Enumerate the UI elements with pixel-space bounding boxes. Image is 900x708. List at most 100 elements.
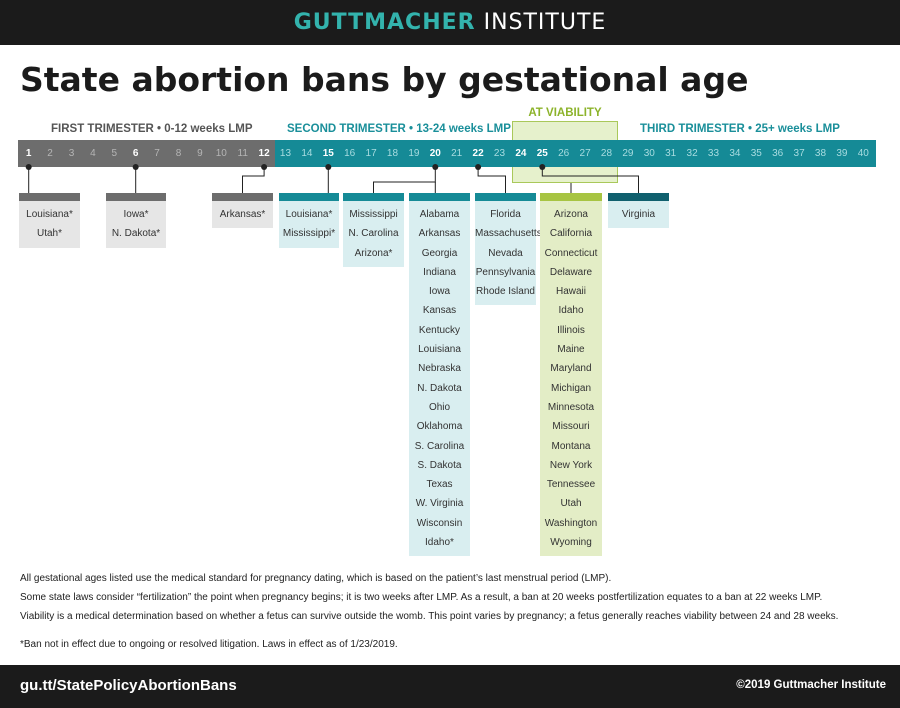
state-group-third-trimester: Virginia	[608, 193, 669, 229]
week-33: 33	[707, 148, 720, 159]
week-timeline-bar: 1 2 3 4 5 6 7 8 9 10 11 12 13 14 15 16 17 18 19 20 21 22 23 24 2…	[18, 140, 876, 167]
state-group-6-weeks: Iowa* N. Dakota*	[106, 193, 166, 248]
ban-marker-week-22	[475, 164, 482, 170]
week-26: 26	[558, 148, 570, 159]
second-trimester-label: SECOND TRIMESTER • 13-24 weeks LMP	[287, 123, 511, 135]
connector-week-12	[242, 167, 265, 193]
week-3: 3	[68, 148, 75, 159]
brand-name-secondary: INSTITUTE	[483, 10, 607, 35]
state-name: N. Dakota	[417, 382, 462, 394]
group-state-list: Iowa* N. Dakota*	[106, 201, 166, 248]
week-13: 13	[279, 148, 292, 159]
state-name: N. Carolina	[348, 228, 399, 240]
ban-marker-week-12	[261, 164, 268, 170]
state-name: Michigan	[550, 382, 592, 394]
third-trimester-label: THIRD TRIMESTER • 25+ weeks LMP	[640, 123, 840, 135]
state-group-viability: Arizona California Connecticut Delaware Hawa…	[540, 193, 602, 557]
week-11: 11	[237, 148, 248, 159]
week-20: 20	[429, 148, 441, 159]
state-name: Mississippi*	[282, 228, 336, 240]
ban-marker-week-20	[432, 164, 439, 170]
week-32: 32	[686, 148, 698, 159]
group-header-bar	[106, 193, 166, 201]
footer-link[interactable]: gu.tt/StatePolicyAbortionBans	[20, 677, 237, 694]
week-34: 34	[729, 148, 741, 159]
week-36: 36	[772, 148, 784, 159]
state-name: Montana	[551, 440, 591, 452]
footnote-litigation: *Ban not in effect due to ongoing or res…	[20, 639, 398, 650]
state-name: Alabama	[419, 209, 460, 220]
week-1: 1	[25, 148, 32, 159]
state-group-20-weeks-b: Alabama Arkansas Georgia Indiana Iowa Kansas K…	[409, 193, 470, 557]
state-name: Ohio	[428, 401, 451, 413]
week-19: 19	[408, 148, 420, 159]
state-name: Minnesota	[547, 401, 595, 413]
state-name: Idaho*	[425, 537, 454, 549]
state-name: Kansas	[422, 305, 457, 317]
week-25: 25	[536, 148, 548, 159]
connector-week-25	[541, 167, 639, 193]
state-name: Missouri	[552, 421, 590, 433]
group-header-bar	[409, 193, 470, 201]
state-name: Maine	[557, 344, 585, 356]
ban-marker-week-15	[325, 164, 332, 170]
state-group-15-weeks: Louisiana* Mississippi*	[279, 193, 339, 248]
state-name: California	[549, 228, 593, 240]
week-14: 14	[301, 148, 313, 159]
state-name: Wisconsin	[416, 517, 463, 529]
group-header-bar	[540, 193, 602, 201]
state-name: Virginia	[621, 209, 656, 220]
state-group-1-week: Louisiana* Utah*	[19, 193, 80, 248]
state-name: Massachusetts	[475, 228, 542, 240]
note-lmp: All gestational ages listed use the medi…	[20, 573, 612, 584]
state-name: Mississippi	[349, 209, 398, 220]
header-bar: GUTTMACHER INSTITUTE	[0, 0, 900, 45]
state-name: Arizona	[554, 209, 588, 220]
state-name: Nebraska	[418, 363, 461, 375]
brand-name-primary: GUTTMACHER	[293, 10, 476, 35]
week-4: 4	[90, 148, 96, 159]
group-state-list: Alabama Arkansas Georgia Indiana Iowa Kansas K…	[409, 201, 470, 557]
page-title: State abortion bans by gestational age	[20, 60, 749, 99]
week-40: 40	[857, 148, 869, 159]
state-name: Utah	[560, 498, 582, 510]
week-8: 8	[175, 148, 182, 159]
week-5: 5	[111, 148, 118, 159]
footer-copyright: ©2019 Guttmacher Institute	[736, 679, 886, 691]
state-name: Tennessee	[546, 479, 596, 491]
week-27: 27	[579, 148, 591, 159]
connector-week-22	[477, 167, 506, 193]
state-name: New York	[549, 459, 593, 471]
group-state-list: Arkansas*	[212, 201, 273, 229]
group-state-list: Louisiana* Mississippi*	[279, 201, 339, 248]
state-name: Illinois	[557, 324, 585, 336]
week-38: 38	[814, 148, 827, 159]
week-30: 30	[643, 148, 655, 159]
state-name: Indiana	[423, 266, 456, 278]
week-10: 10	[215, 148, 227, 159]
week-23: 23	[493, 148, 506, 159]
week-22: 22	[472, 148, 484, 159]
state-group-12-weeks: Arkansas*	[212, 193, 273, 229]
state-name: Arkansas*	[219, 209, 266, 220]
group-header-bar	[343, 193, 404, 201]
state-name: Iowa*	[123, 209, 149, 220]
state-name: Iowa	[428, 286, 451, 298]
state-name: N. Dakota*	[111, 228, 161, 240]
state-name: Nevada	[488, 247, 523, 259]
first-trimester-label: FIRST TRIMESTER • 0-12 weeks LMP	[51, 123, 253, 135]
group-state-list: Mississippi N. Carolina Arizona*	[343, 201, 404, 267]
state-name: Hawaii	[555, 286, 586, 298]
state-name: Georgia	[421, 247, 458, 259]
state-name: Florida	[490, 209, 521, 220]
week-21: 21	[451, 148, 463, 159]
group-header-bar	[19, 193, 80, 201]
state-group-22-weeks: Florida Massachusetts Nevada Pennsylvania Rh…	[475, 193, 542, 306]
week-29: 29	[622, 148, 634, 159]
ban-marker-week-6	[132, 164, 139, 170]
state-name: Connecticut	[544, 247, 598, 259]
state-name: Arkansas	[418, 228, 461, 240]
group-header-bar	[608, 193, 669, 201]
state-name: Pennsylvania	[475, 266, 536, 278]
state-name: Louisiana*	[26, 209, 73, 220]
